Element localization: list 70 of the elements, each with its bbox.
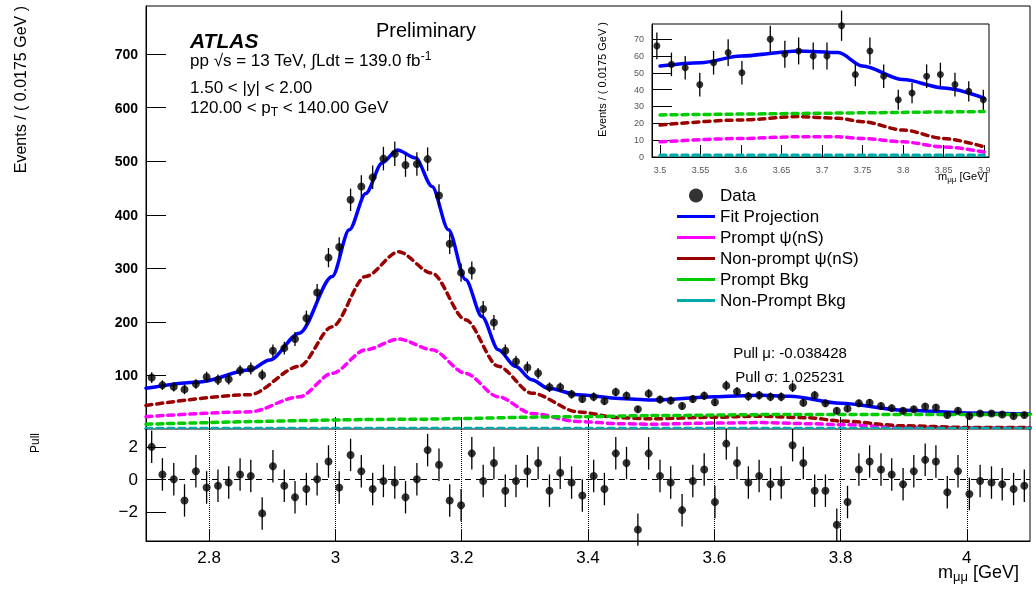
point: [795, 47, 803, 55]
x-tick-label: 3.85: [934, 164, 953, 175]
legend-label: Prompt Bkg: [720, 270, 809, 289]
x-tick-label: 3.4: [576, 548, 600, 567]
point: [653, 42, 661, 50]
y-tick-label: 70: [633, 34, 644, 45]
line-series: [144, 250, 1032, 430]
line-series: [658, 114, 986, 149]
point: [923, 72, 931, 80]
y-tick-label: 20: [633, 118, 644, 129]
legend-label: Data: [720, 186, 757, 205]
point: [667, 60, 675, 68]
point: [724, 49, 732, 57]
x-tick-label: 2.8: [197, 548, 221, 567]
x-tick-label: 3.75: [853, 164, 872, 175]
x-tick-label: 3: [330, 548, 341, 567]
point: [809, 52, 817, 60]
x-tick-label: 3.8: [896, 164, 910, 175]
legend-label: Fit Projection: [720, 207, 820, 226]
y-tick-label: 600: [114, 99, 139, 116]
y-tick-label: 100: [114, 367, 139, 384]
x-tick-label: 3.2: [449, 548, 474, 567]
point: [696, 81, 704, 89]
point: [766, 35, 774, 43]
y-tick-label: 300: [114, 260, 139, 277]
point: [781, 50, 789, 58]
legend-label: Prompt ψ(nS): [720, 228, 824, 247]
x-tick-label: 3.55: [691, 164, 710, 175]
y-tick-label: 500: [114, 153, 139, 170]
point: [838, 22, 846, 30]
line-series: [658, 135, 986, 154]
annotation: Pull μ: -0.038428: [733, 343, 847, 361]
y-tick-label: 200: [114, 313, 139, 330]
point: [738, 69, 746, 77]
x-tick-label: 3.6: [734, 164, 748, 175]
point: [894, 96, 902, 104]
point: [851, 71, 859, 78]
y-tick-label: −2: [118, 502, 138, 522]
point: [965, 87, 973, 95]
y-axis-title: Events / ( 0.0175 GeV ): [11, 6, 29, 174]
legend-label: Non-prompt ψ(nS): [720, 249, 859, 268]
point: [710, 59, 718, 67]
point: [936, 71, 944, 78]
annotation: Preliminary: [376, 19, 477, 41]
x-tick-label: 3.65: [772, 164, 791, 175]
y-tick-label: 60: [633, 50, 644, 61]
point: [681, 64, 689, 72]
y-tick-label: 400: [114, 206, 139, 223]
y-tick-label: 2: [128, 437, 138, 457]
y-tick-label: 30: [633, 101, 644, 112]
x-tick-label: 3.6: [702, 548, 727, 567]
y-tick-label: 50: [633, 67, 644, 78]
point: [880, 72, 888, 80]
legend-label: Non-Prompt Bkg: [720, 291, 846, 310]
x-tick-label: 3.8: [828, 548, 853, 567]
annotation: ATLAS: [189, 28, 259, 52]
point: [951, 81, 959, 89]
x-tick-label: 3.5: [653, 164, 667, 175]
y-tick-label: 10: [633, 135, 644, 146]
point: [979, 96, 987, 104]
annotation: 1.50 < |y| < 2.00: [190, 77, 313, 97]
x-tick-label: 4: [962, 548, 972, 567]
y-axis-title: Events / ( 0.0175 GeV ): [596, 22, 608, 137]
annotation: Pull σ: 1.025231: [735, 367, 845, 385]
y-tick-label: 0: [128, 469, 138, 489]
y-tick-label: 40: [633, 84, 644, 95]
y-tick-label: 0: [638, 152, 644, 162]
y-tick-label: 700: [114, 46, 139, 63]
x-tick-label: 3.7: [815, 164, 829, 175]
y-axis-title: Pull: [28, 433, 42, 454]
